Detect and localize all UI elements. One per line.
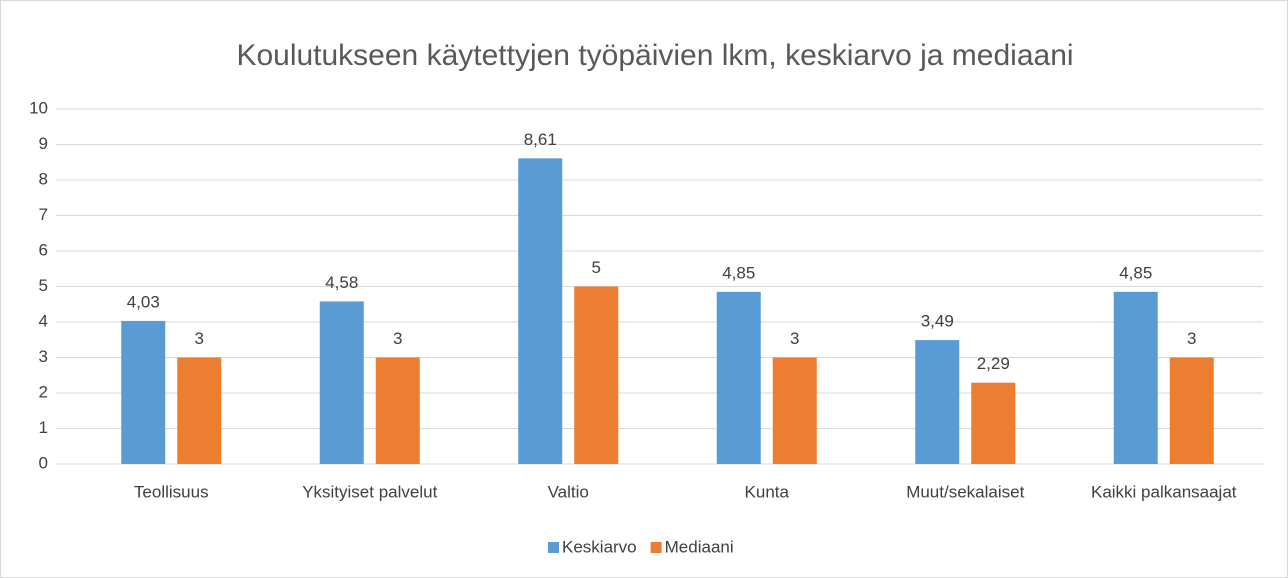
legend-label: Keskiarvo	[562, 537, 637, 556]
x-tick-label: Yksityiset palvelut	[302, 482, 437, 501]
bar	[177, 357, 222, 464]
y-tick-label: 8	[39, 169, 48, 188]
y-tick-label: 6	[39, 240, 48, 259]
data-label: 8,61	[524, 130, 557, 149]
data-label: 4,03	[127, 292, 160, 311]
x-tick-label: Kunta	[745, 482, 790, 501]
data-label: 3	[790, 329, 799, 348]
bar	[319, 301, 364, 464]
bar	[971, 382, 1016, 464]
data-label: 2,29	[977, 354, 1010, 373]
y-tick-label: 5	[39, 276, 48, 295]
data-label: 3	[393, 329, 402, 348]
x-tick-label: Kaikki palkansaajat	[1091, 482, 1237, 501]
data-label: 4,85	[722, 263, 755, 282]
data-label: 4,85	[1119, 263, 1152, 282]
bar	[1169, 357, 1214, 464]
x-tick-label: Valtio	[548, 482, 589, 501]
bar	[375, 357, 420, 464]
bar	[121, 320, 166, 464]
bar	[772, 357, 817, 464]
y-tick-label: 7	[39, 205, 48, 224]
data-label: 3,49	[921, 312, 954, 331]
y-tick-label: 9	[39, 134, 48, 153]
legend-label: Mediaani	[665, 537, 734, 556]
bar	[518, 158, 563, 464]
data-label: 3	[195, 329, 204, 348]
data-label: 5	[592, 258, 601, 277]
y-tick-label: 4	[39, 311, 48, 330]
data-label: 4,58	[325, 273, 358, 292]
bar	[915, 340, 960, 464]
bar	[574, 286, 619, 464]
x-tick-label: Muut/sekalaiset	[906, 482, 1024, 501]
y-tick-label: 1	[39, 418, 48, 437]
legend-swatch	[548, 542, 559, 553]
bar	[1113, 291, 1158, 464]
x-tick-label: Teollisuus	[134, 482, 209, 501]
y-tick-label: 3	[39, 347, 48, 366]
legend-swatch	[650, 542, 662, 553]
y-tick-label: 0	[39, 453, 48, 472]
bar	[716, 291, 761, 464]
y-tick-label: 2	[39, 382, 48, 401]
y-tick-label: 10	[29, 98, 48, 117]
chart-title: Koulutukseen käytettyjen työpäivien lkm,…	[236, 39, 1073, 72]
data-label: 3	[1187, 329, 1196, 348]
